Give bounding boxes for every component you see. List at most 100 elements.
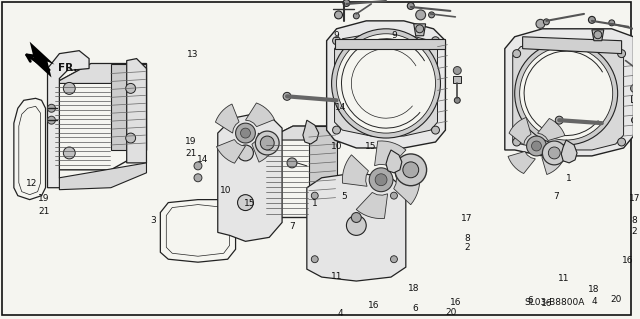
- Circle shape: [311, 192, 318, 199]
- Text: 2: 2: [632, 227, 637, 236]
- Circle shape: [431, 126, 440, 134]
- Text: 8: 8: [464, 234, 470, 243]
- Polygon shape: [309, 126, 337, 204]
- Circle shape: [283, 93, 291, 100]
- Polygon shape: [523, 37, 621, 54]
- Text: 11: 11: [559, 274, 570, 283]
- Polygon shape: [111, 63, 147, 150]
- Circle shape: [632, 117, 637, 123]
- Circle shape: [416, 10, 426, 20]
- Text: 6: 6: [527, 296, 533, 305]
- Polygon shape: [60, 163, 147, 190]
- Circle shape: [63, 147, 76, 159]
- Circle shape: [453, 67, 461, 74]
- Polygon shape: [386, 150, 402, 173]
- Text: 18: 18: [588, 286, 600, 294]
- Text: 16: 16: [541, 300, 552, 308]
- Polygon shape: [513, 41, 623, 150]
- Text: 21: 21: [186, 149, 196, 159]
- Text: 20: 20: [610, 295, 621, 304]
- Circle shape: [454, 97, 460, 103]
- Circle shape: [333, 126, 340, 134]
- Text: 8: 8: [632, 216, 637, 225]
- Text: 20: 20: [445, 308, 457, 317]
- Circle shape: [333, 37, 340, 45]
- Circle shape: [343, 0, 350, 6]
- Circle shape: [543, 19, 549, 25]
- Text: 4: 4: [591, 297, 596, 307]
- Circle shape: [237, 195, 253, 211]
- Circle shape: [337, 34, 435, 133]
- Circle shape: [630, 85, 639, 93]
- Text: 7: 7: [554, 192, 559, 201]
- Circle shape: [513, 138, 520, 146]
- Circle shape: [594, 31, 602, 39]
- Polygon shape: [542, 147, 564, 174]
- Circle shape: [253, 114, 261, 122]
- Polygon shape: [342, 155, 369, 186]
- Circle shape: [515, 42, 618, 145]
- Text: 18: 18: [408, 284, 419, 293]
- Text: 17: 17: [628, 194, 640, 203]
- Circle shape: [351, 212, 361, 222]
- Circle shape: [618, 138, 625, 146]
- Text: 1: 1: [312, 199, 317, 208]
- Text: 10: 10: [331, 143, 342, 152]
- Polygon shape: [54, 63, 147, 170]
- Circle shape: [255, 131, 279, 155]
- Polygon shape: [326, 21, 445, 148]
- Circle shape: [416, 25, 424, 33]
- Polygon shape: [508, 152, 535, 174]
- Circle shape: [543, 141, 566, 165]
- Polygon shape: [505, 29, 634, 156]
- Polygon shape: [630, 95, 639, 102]
- Text: 15: 15: [244, 199, 255, 208]
- Circle shape: [429, 12, 435, 18]
- Circle shape: [47, 104, 56, 112]
- Polygon shape: [265, 126, 337, 140]
- Text: 16: 16: [449, 298, 461, 308]
- Text: 13: 13: [188, 50, 199, 59]
- Circle shape: [353, 13, 359, 19]
- Circle shape: [375, 174, 387, 186]
- Circle shape: [369, 168, 393, 192]
- Circle shape: [47, 116, 56, 124]
- Polygon shape: [394, 173, 420, 205]
- Circle shape: [536, 19, 545, 28]
- Polygon shape: [216, 104, 239, 133]
- Text: 7: 7: [289, 222, 295, 231]
- Circle shape: [431, 37, 440, 45]
- Circle shape: [403, 162, 419, 178]
- Circle shape: [390, 256, 397, 263]
- Circle shape: [236, 123, 255, 143]
- Polygon shape: [538, 118, 565, 141]
- Circle shape: [395, 154, 427, 186]
- Text: 6: 6: [413, 304, 419, 313]
- Text: 2: 2: [465, 243, 470, 252]
- Text: 9: 9: [391, 31, 397, 40]
- Polygon shape: [303, 120, 319, 144]
- Polygon shape: [218, 113, 282, 241]
- Circle shape: [63, 82, 76, 94]
- Polygon shape: [307, 173, 406, 281]
- Circle shape: [335, 11, 342, 19]
- Polygon shape: [27, 42, 54, 78]
- Circle shape: [390, 192, 397, 199]
- Text: 11: 11: [331, 271, 342, 281]
- Text: 3: 3: [150, 216, 156, 225]
- Circle shape: [513, 50, 520, 58]
- Polygon shape: [374, 141, 406, 167]
- Circle shape: [527, 136, 547, 156]
- Polygon shape: [127, 59, 147, 163]
- Text: 19: 19: [38, 194, 49, 203]
- Text: 15: 15: [365, 143, 377, 152]
- Circle shape: [609, 20, 614, 26]
- Text: 9: 9: [333, 31, 339, 40]
- Polygon shape: [413, 24, 426, 36]
- Circle shape: [618, 50, 625, 58]
- Circle shape: [194, 174, 202, 182]
- Circle shape: [346, 216, 366, 235]
- Text: 19: 19: [186, 137, 196, 145]
- Circle shape: [556, 116, 563, 124]
- Text: 10: 10: [220, 186, 232, 195]
